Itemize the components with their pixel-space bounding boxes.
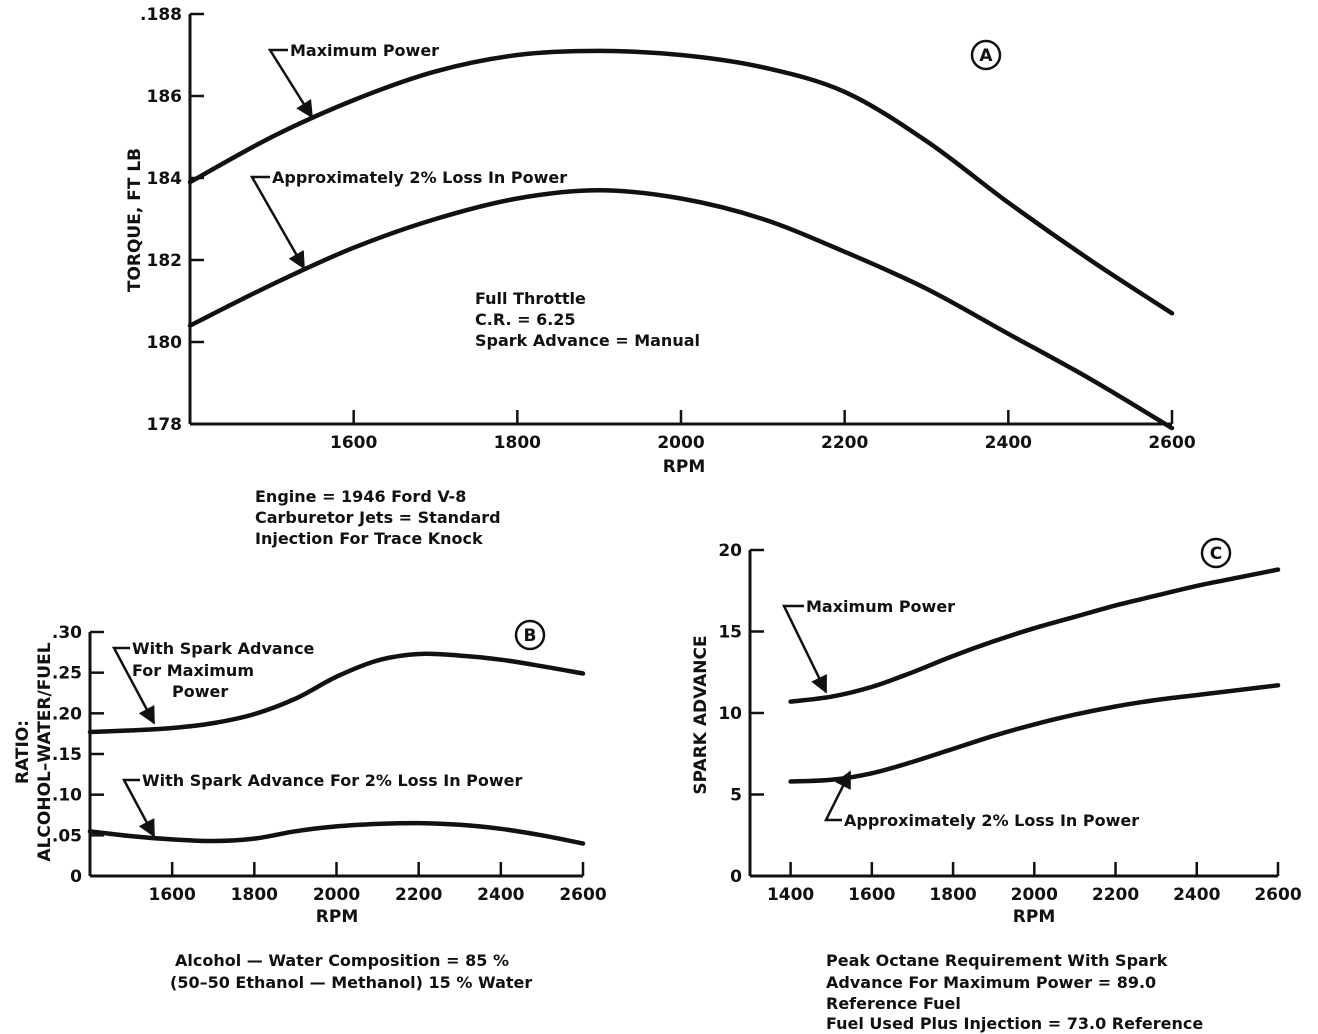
panel-b-y-tick-label: 0 [70,867,82,887]
panel-a-xlabel: RPM [663,457,705,477]
panel-c-chart: 0 5 10 15 20 1400 1600 1800 2000 2200 2400 2600 SPA… [691,537,1302,927]
panel-a-y-tick-label: .188 [140,5,182,25]
panel-b-curves [87,651,586,846]
panel-a-y-tick-label: 178 [147,415,183,435]
panel-c-series-loss-2pct-line [788,683,1281,784]
panel-c-x-tick-label: 1600 [848,885,895,905]
panel-a-label-loss: Approximately 2% Loss In Power [272,168,567,187]
panel-c-ylabel: SPARK ADVANCE [691,635,711,794]
panel-c-label-max: Maximum Power [806,597,955,616]
panel-c-arrow-loss [823,770,852,822]
panel-a-marker-letter: A [979,46,993,66]
panel-b-y-tick-label: .05 [52,826,82,846]
panel-a-x-tick-label: 1600 [330,433,377,453]
panel-c-axes: 0 5 10 15 20 1400 1600 1800 2000 2200 2400 2600 [718,541,1301,905]
panel-c-marker: C [1200,537,1232,569]
panel-a-chart: 178 180 182 184 186 .188 1600 1800 2000 2200 2400 2… [125,5,1196,477]
panel-b-y-tick-label: .15 [52,745,82,765]
panel-c-y-tick-label: 5 [730,786,742,806]
panel-a-annotation-3: Spark Advance = Manual [475,331,700,350]
panel-a-arrow-loss [249,175,306,270]
octane-caption-line-2: Advance For Maximum Power = 89.0 [826,973,1156,992]
panel-b-xlabel: RPM [316,907,358,927]
panel-b-arrow-max [111,646,156,725]
panel-b-ylabel-1: RATIO: [13,720,33,784]
panel-b-marker-letter: B [524,626,537,646]
panel-b-x-tick-label: 2200 [395,885,442,905]
panel-a-marker: A [970,39,1002,71]
panel-b-y-tick-label: .30 [52,623,82,643]
panel-a-x-tick-label: 2600 [1148,433,1195,453]
panel-a-axes: 178 180 182 184 186 .188 1600 1800 2000 2200 2400 2… [140,5,1196,453]
panel-c-x-tick-label: 2000 [1011,885,1058,905]
panel-a-y-tick-label: 184 [147,169,183,189]
panel-c-arrow-max [781,604,828,694]
panel-c-y-tick-label: 15 [718,623,742,643]
panel-b-x-tick-label: 2600 [559,885,606,905]
panel-c-x-tick-label: 1400 [767,885,814,905]
panel-b-label-max-1: With Spark Advance [132,639,315,658]
panel-b-label-loss: With Spark Advance For 2% Loss In Power [142,771,523,790]
panel-c-label-loss: Approximately 2% Loss In Power [844,811,1139,830]
panel-c-y-tick-label: 0 [730,867,742,887]
octane-caption-line-1: Peak Octane Requirement With Spark [826,951,1168,970]
engine-caption-line-3: Injection For Trace Knock [255,529,483,548]
panel-a-annotation-1: Full Throttle [475,289,586,308]
panel-b-arrow-loss [121,778,156,838]
panel-a-x-tick-label: 2400 [985,433,1032,453]
panel-c-x-tick-label: 2400 [1173,885,1220,905]
panel-b-marker: B [514,619,546,651]
panel-b-x-tick-label: 1600 [149,885,196,905]
panel-b-x-tick-label: 2000 [313,885,360,905]
panel-c-y-tick-label: 10 [718,704,742,724]
panel-b-y-tick-label: .25 [52,664,82,684]
panel-c-series-max-power-line [788,567,1281,704]
engine-caption: Engine = 1946 Ford V-8 Carburetor Jets =… [255,487,501,548]
panel-a-x-tick-label: 2000 [657,433,704,453]
panel-c-x-tick-label: 1800 [929,885,976,905]
panel-c-y-tick-label: 20 [718,541,742,561]
panel-a-x-tick-label: 2200 [821,433,868,453]
panel-a-y-tick-label: 186 [147,87,183,107]
panel-b-x-tick-label: 1800 [231,885,278,905]
panel-b-y-tick-label: .20 [52,704,82,724]
panel-b-series-max-power-line [87,651,586,735]
panel-a-arrow-max [267,48,314,119]
panel-a-series-max-power-line [187,48,1175,316]
panel-b-x-tick-label: 2400 [477,885,524,905]
panel-a-label-max: Maximum Power [290,41,439,60]
panel-a-curves [187,48,1175,431]
panel-a-y-tick-label: 182 [147,251,183,271]
panel-a-series-loss-2pct-line [187,188,1175,431]
panel-a-annotation-2: C.R. = 6.25 [475,310,576,329]
panel-b-series-loss-2pct-line [87,820,586,846]
octane-caption-line-4: Fuel Used Plus Injection = 73.0 Referenc… [826,1014,1203,1033]
panel-b-chart: 0 .05 .10 .15 .20 .25 .30 1600 1800 2000 2200 2400 2… [13,619,607,927]
engine-caption-line-2: Carburetor Jets = Standard [255,508,501,527]
panel-a-x-tick-label: 1800 [494,433,541,453]
panel-c-curves [788,567,1281,784]
panel-b-label-max-3: Power [172,682,228,701]
panel-c-marker-letter: C [1210,544,1222,564]
octane-caption: Peak Octane Requirement With Spark Advan… [826,951,1203,1033]
panel-a-y-tick-label: 180 [147,333,183,353]
composition-caption-line-2: (50–50 Ethanol — Methanol) 15 % Water [170,973,532,992]
panel-a-ylabel: TORQUE, FT LB [125,148,145,292]
panel-c-x-tick-label: 2200 [1092,885,1139,905]
composition-caption: Alcohol — Water Composition = 85 % (50–5… [170,951,532,992]
panel-c-x-tick-label: 2600 [1254,885,1301,905]
composition-caption-line-1: Alcohol — Water Composition = 85 % [175,951,509,970]
octane-caption-line-3: Reference Fuel [826,994,961,1013]
panel-b-axes: 0 .05 .10 .15 .20 .25 .30 1600 1800 2000 2200 2400 2… [52,623,607,905]
panel-c-xlabel: RPM [1013,907,1055,927]
panel-b-y-tick-label: .10 [52,786,82,806]
panel-b-ylabel-2: ALCOHOL–WATER/FUEL [35,642,55,861]
panel-b-label-max-2: For Maximum [132,661,254,680]
engine-caption-line-1: Engine = 1946 Ford V-8 [255,487,466,506]
